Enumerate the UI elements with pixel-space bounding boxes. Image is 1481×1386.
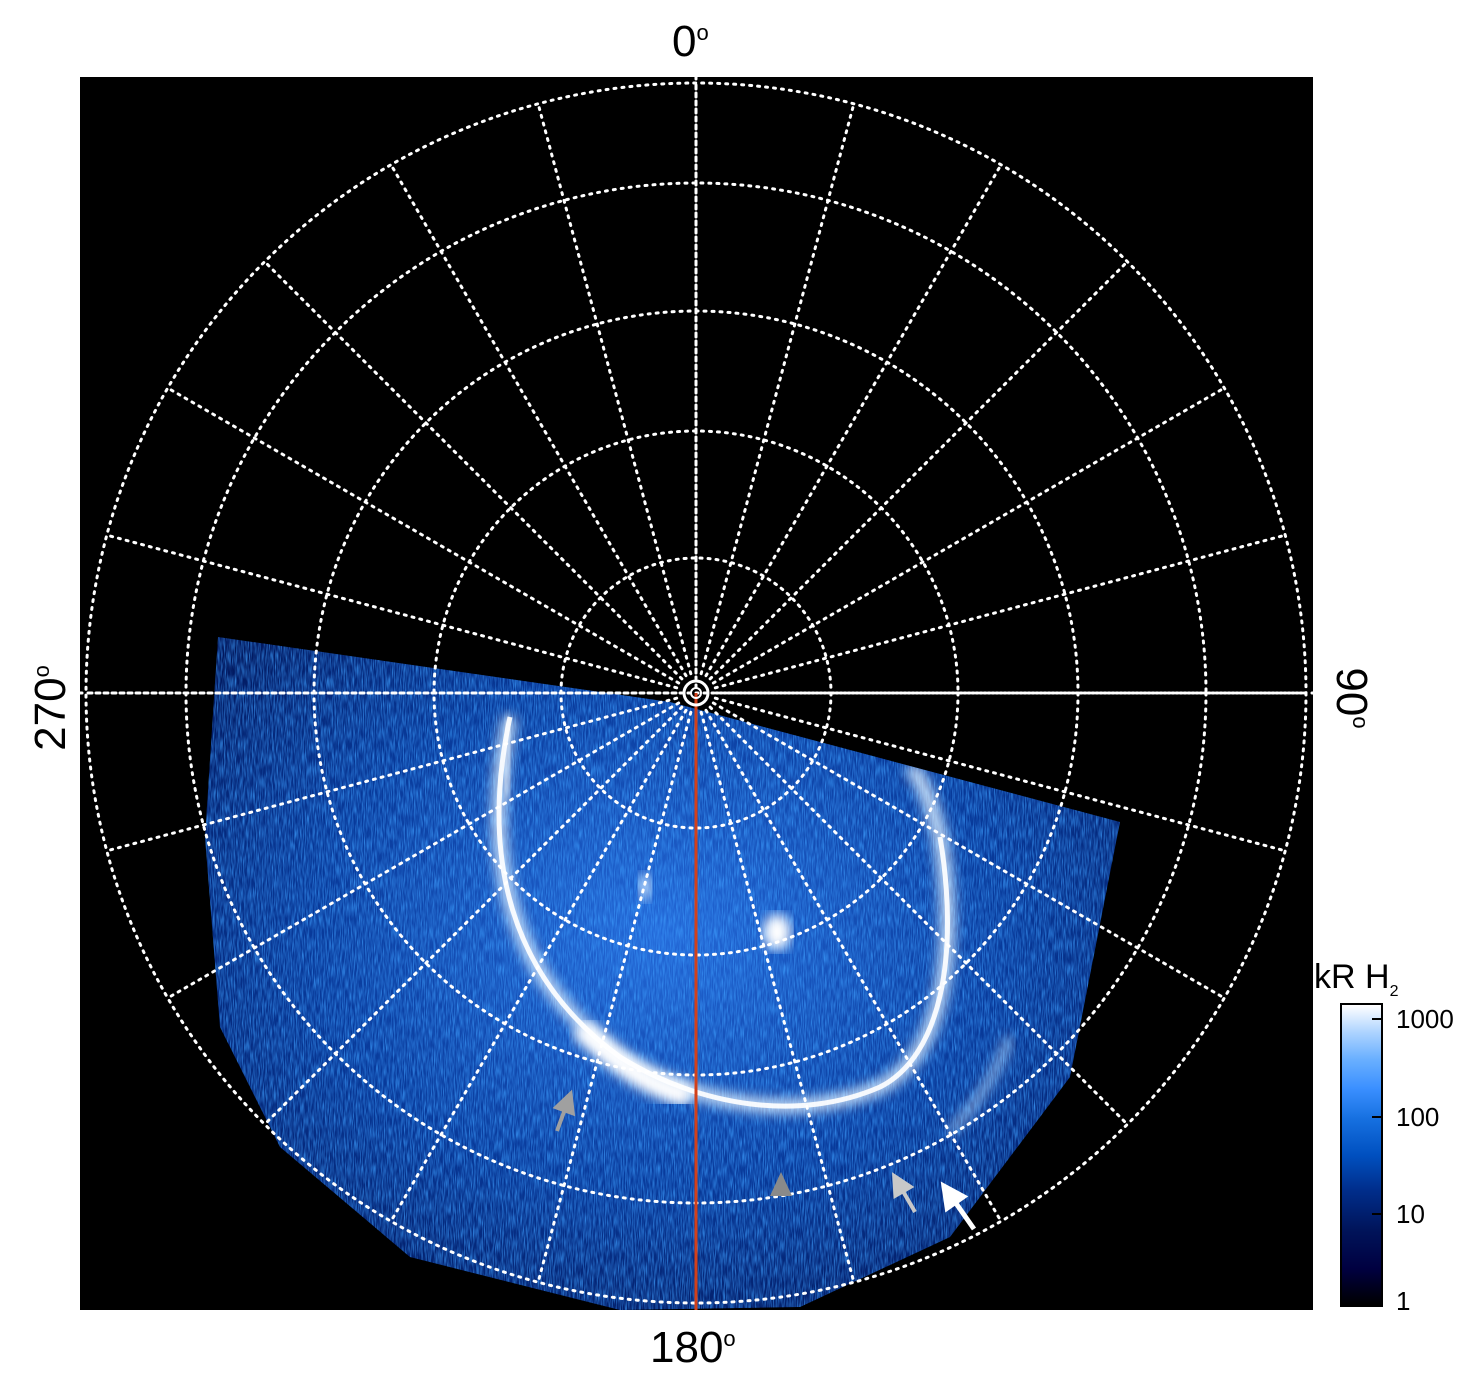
grid-spoke bbox=[711, 701, 1226, 1000]
grid-spoke bbox=[263, 705, 684, 1126]
label-270-degrees: 270o bbox=[26, 665, 75, 751]
colorbar bbox=[1340, 1003, 1383, 1307]
grid-spoke bbox=[708, 260, 1129, 681]
grid-spoke bbox=[704, 163, 1003, 678]
grid-spoke bbox=[699, 710, 856, 1284]
colorbar-tickmark bbox=[1372, 1116, 1383, 1118]
grid-spoke bbox=[536, 102, 693, 676]
grid-spoke bbox=[708, 705, 1129, 1126]
label-90-degrees: 90o bbox=[1327, 667, 1376, 729]
label-180-degrees: 180o bbox=[650, 1323, 736, 1372]
grid-spoke bbox=[713, 533, 1287, 690]
colorbar-tick-10: 10 bbox=[1396, 1199, 1425, 1229]
arrow-gray-1 bbox=[552, 1089, 576, 1132]
grid-spoke bbox=[166, 386, 681, 685]
grid-spoke bbox=[105, 533, 679, 690]
pole-marker bbox=[682, 679, 710, 707]
grid-spoke bbox=[699, 102, 856, 676]
grid-spoke bbox=[704, 708, 1003, 1223]
grid-spoke bbox=[263, 260, 684, 681]
colorbar-tick-1: 1 bbox=[1396, 1286, 1411, 1316]
colorbar-tickmark bbox=[1372, 1213, 1383, 1215]
grid-spoke bbox=[105, 696, 679, 853]
grid-spoke bbox=[389, 708, 688, 1223]
colorbar-tickmark bbox=[1372, 1018, 1383, 1020]
grid-spoke bbox=[711, 386, 1226, 685]
grid-spoke bbox=[389, 163, 688, 678]
arrow-white bbox=[940, 1181, 977, 1231]
colorbar-tick-100: 100 bbox=[1396, 1102, 1440, 1132]
grid-spoke bbox=[536, 710, 693, 1284]
colorbar-title: kR H2 bbox=[1314, 958, 1399, 1000]
grid-spoke bbox=[166, 701, 681, 1000]
label-0-degrees: 0o bbox=[672, 17, 709, 66]
arrow-gray-2 bbox=[892, 1172, 917, 1213]
grid-spoke bbox=[713, 696, 1287, 853]
arrow-gray-triangle bbox=[770, 1172, 792, 1196]
colorbar-tick-1000: 1000 bbox=[1396, 1004, 1454, 1034]
polar-aurora-image bbox=[80, 77, 1313, 1310]
